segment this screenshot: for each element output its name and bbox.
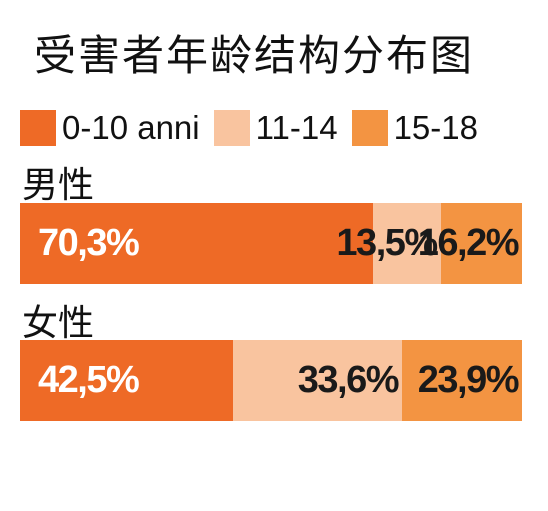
legend-label-2: 15-18 [393, 109, 478, 146]
data-label-1-0: 42,5% [38, 359, 140, 401]
data-label-0-0: 70,3% [38, 222, 140, 264]
data-label-1-1: 33,6% [297, 359, 400, 401]
bar-segment-1-2 [402, 340, 522, 421]
bar-segment-0-1 [372, 203, 441, 284]
data-label-0-1: 13,5% [336, 222, 438, 264]
legend-label-0: 0-10 anni [62, 109, 200, 146]
legend-item-2: 15-18 [351, 109, 478, 146]
bar-female: 42,5% 33,6% 23,9% [20, 340, 522, 421]
bar-male: 70,3% 13,5% 16,2% [20, 203, 522, 284]
category-label-male: 男性 [22, 165, 95, 206]
data-label-0-2: 16,2% [417, 222, 520, 264]
bar-segment-0-0 [20, 203, 373, 284]
legend-swatch-2 [351, 110, 388, 146]
bar-segment-1-0 [20, 340, 234, 421]
bar-segment-0-2 [440, 203, 522, 284]
legend-item-0: 0-10 anni [20, 110, 200, 146]
legend: 0-10 anni 11-14 15-18 [20, 110, 492, 146]
bar-segment-1-1 [233, 340, 403, 421]
category-label-female: 女性 [22, 303, 95, 344]
legend-swatch-0 [20, 110, 56, 146]
legend-label-1: 11-14 [255, 109, 338, 146]
data-label-1-2: 23,9% [417, 359, 520, 401]
legend-swatch-1 [213, 110, 250, 146]
chart-title: 受害者年龄结构分布图 [34, 31, 475, 80]
legend-item-1: 11-14 [213, 109, 338, 146]
